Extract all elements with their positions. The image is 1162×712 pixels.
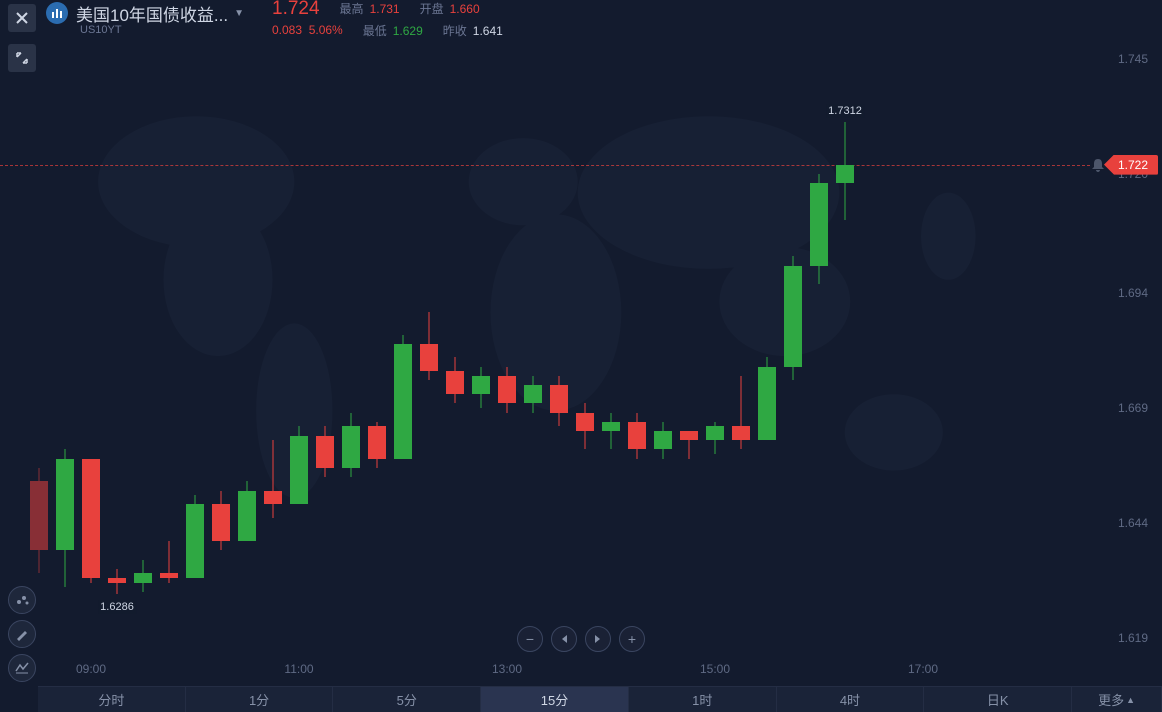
y-tick: 1.694: [1118, 286, 1148, 300]
instrument-selector[interactable]: 美国10年国债收益... ▼: [46, 1, 244, 26]
x-tick: 15:00: [700, 662, 730, 676]
timeframe-tab[interactable]: 日K: [924, 687, 1072, 712]
zoom-in-button[interactable]: +: [619, 626, 645, 652]
high-value: 1.731: [370, 2, 400, 16]
low-label: 最低: [363, 24, 387, 38]
open-value: 1.660: [450, 2, 480, 16]
x-tick: 17:00: [908, 662, 938, 676]
y-axis[interactable]: 1.6191.6441.6691.6941.7201.7451.722: [1090, 36, 1162, 656]
step-fwd-button[interactable]: [585, 626, 611, 652]
instrument-ticker: US10YT: [80, 24, 244, 36]
x-tick: 11:00: [284, 662, 313, 676]
timeframe-more[interactable]: 更多▲: [1072, 687, 1162, 712]
open-label: 开盘: [420, 2, 444, 16]
zoom-out-button[interactable]: −: [517, 626, 543, 652]
change-pct: 5.06%: [309, 23, 343, 37]
y-tick: 1.745: [1118, 52, 1148, 66]
timeframe-tab[interactable]: 分时: [38, 687, 186, 712]
expand-button[interactable]: [8, 44, 36, 72]
y-tick: 1.619: [1118, 631, 1148, 645]
candlestick-chart[interactable]: 1.7312 1.6286: [0, 36, 1090, 656]
timeframe-tab[interactable]: 1分: [186, 687, 334, 712]
x-tick: 09:00: [76, 662, 106, 676]
dropdown-caret-icon: ▼: [234, 8, 244, 19]
draw-button[interactable]: [8, 620, 36, 648]
instrument-title: 美国10年国债收益...: [76, 1, 228, 26]
y-tick: 1.644: [1118, 516, 1148, 530]
alert-bell-icon[interactable]: [1090, 157, 1106, 173]
left-toolbar: [8, 586, 36, 682]
last-price: 1.724: [272, 0, 320, 20]
timeframe-tab[interactable]: 5分: [333, 687, 481, 712]
high-annotation: 1.7312: [826, 104, 864, 118]
high-label: 最高: [340, 2, 364, 16]
prev-label: 昨收: [443, 24, 467, 38]
zoom-controls: − +: [517, 626, 645, 652]
step-back-button[interactable]: [551, 626, 577, 652]
low-annotation: 1.6286: [98, 600, 136, 614]
close-button[interactable]: [8, 4, 36, 32]
indicators-button[interactable]: [8, 586, 36, 614]
header: 美国10年国债收益... ▼ US10YT 1.724 最高 1.731 开盘 1.…: [0, 0, 1162, 36]
low-value: 1.629: [393, 24, 423, 38]
prev-value: 1.641: [473, 24, 503, 38]
timeframe-tab[interactable]: 1时: [629, 687, 777, 712]
x-tick: 13:00: [492, 662, 522, 676]
timeframe-tab[interactable]: 15分: [481, 687, 629, 712]
timeframe-tabs: 分时1分5分15分1时4时日K更多▲: [38, 686, 1162, 712]
change-value: 0.083: [272, 23, 302, 37]
timeframe-tab[interactable]: 4时: [777, 687, 925, 712]
x-axis: 09:00 11:00 13:00 15:00 17:00: [0, 662, 1090, 686]
current-price-line: [0, 165, 1090, 166]
current-price-badge: 1.722: [1104, 155, 1158, 175]
analysis-button[interactable]: [8, 654, 36, 682]
instrument-icon: [46, 2, 68, 24]
y-tick: 1.669: [1118, 401, 1148, 415]
